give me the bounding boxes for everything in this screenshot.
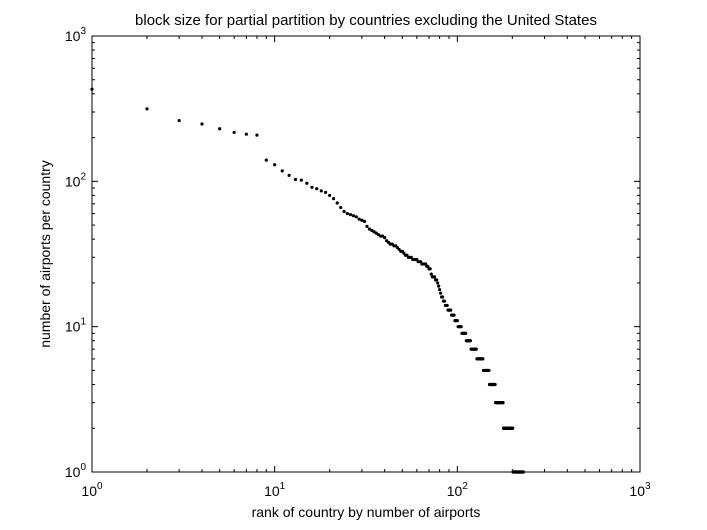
data-point [323,190,328,194]
y-tick-label: 100 [65,462,87,480]
data-point [293,177,298,182]
data-point [335,201,339,205]
data-point [435,278,439,282]
x-tick-label: 103 [629,481,651,499]
data-point [319,189,323,193]
data-point [481,357,485,361]
data-point [437,284,441,288]
data-point [90,87,94,91]
data-point [273,163,277,167]
data-point [474,347,478,351]
x-tick-label: 102 [447,481,469,499]
data-point [521,470,526,474]
x-tick-label: 100 [81,481,103,499]
y-tick-label: 103 [65,26,87,44]
data-point [438,287,442,292]
data-point [445,303,449,308]
data-point [439,291,443,295]
data-point [287,173,291,177]
data-point [449,308,453,312]
data-point [360,218,364,222]
data-point [464,331,468,335]
plot-area [91,35,641,473]
y-tick-label: 102 [65,171,87,189]
data-point [345,211,349,216]
data-point [354,215,358,219]
data-point [452,313,456,317]
data-point [429,272,433,276]
data-point [487,368,491,373]
data-point [423,262,428,266]
data-point [442,299,447,303]
data-point [342,209,346,214]
data-point [328,193,332,198]
data-point [339,205,343,210]
data-point [459,325,463,329]
data-point [310,185,314,189]
data-point [200,122,204,126]
data-point [232,130,236,135]
data-point [357,217,361,221]
y-tick-label: 101 [65,317,87,335]
data-point [244,132,248,136]
data-point [428,267,432,271]
data-point [264,158,268,162]
data-point [218,127,222,131]
data-point [348,213,353,217]
data-point [177,118,181,123]
data-point [367,227,371,231]
chart-title: block size for partial partition by coun… [135,12,597,29]
data-point [362,219,367,224]
data-point [365,224,369,228]
data-point [255,133,259,137]
data-point [331,197,336,201]
data-points [90,87,526,474]
data-point [493,382,497,387]
data-point [468,339,473,343]
data-point [436,281,440,285]
data-point [455,319,459,323]
data-point [315,187,319,191]
x-tick-label: 101 [264,481,286,499]
data-point [383,236,387,240]
axis-ticks: 100 101 102 103 100 101 102 103 [65,26,651,499]
data-point [440,295,445,299]
data-point [370,228,374,232]
data-point [305,181,309,185]
x-axis-label: rank of country by number of airports [252,504,481,520]
data-point [299,178,303,182]
data-point [145,107,149,111]
data-point [501,401,505,405]
data-point [432,275,437,279]
data-point [426,264,430,268]
y-axis-label: number of airports per country [37,160,53,348]
data-point [280,169,284,173]
data-point [511,426,515,430]
data-point [351,214,356,218]
